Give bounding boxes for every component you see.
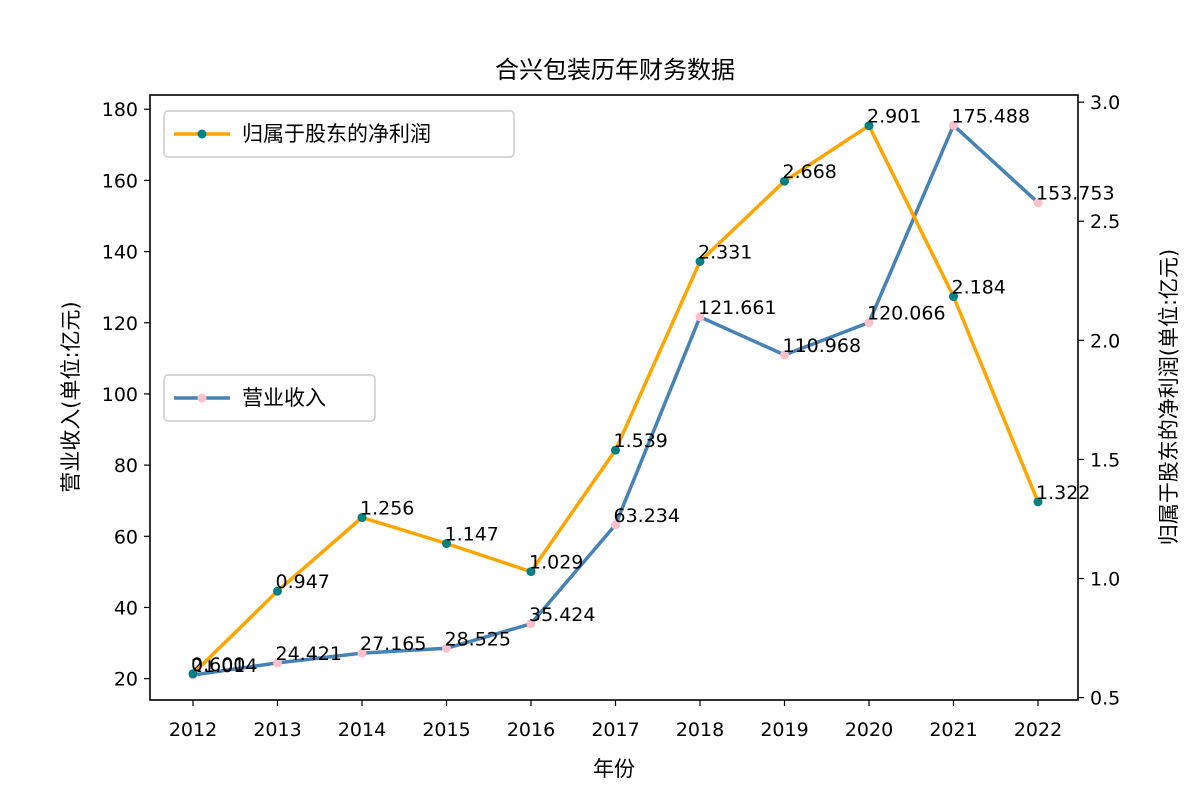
series-2-data-label: 2.331 — [698, 241, 752, 263]
series-2-marker — [695, 256, 705, 266]
y-right-tick-label: 2.0 — [1090, 330, 1120, 352]
series-2-marker — [188, 669, 198, 679]
series-1-data-label: 175.488 — [952, 105, 1031, 127]
series-2-marker — [949, 292, 958, 302]
series-2-marker — [273, 586, 282, 596]
series-2-data-label: 2.184 — [952, 277, 1006, 299]
series-2-data-label: 1.539 — [614, 430, 668, 452]
y-left-tick-label: 100 — [102, 384, 138, 406]
series-2-data-label: 1.256 — [360, 498, 414, 520]
series-1-data-label: 28.525 — [445, 628, 511, 650]
series-1-marker — [780, 350, 789, 360]
series-2-marker — [780, 176, 789, 186]
x-tick-label: 2021 — [929, 719, 977, 741]
series-2-marker — [611, 445, 620, 455]
x-tick-label: 2014 — [338, 719, 386, 741]
y-axis-label-left: 营业收入(单位:亿元) — [59, 301, 83, 492]
series-2-data-label: 2.668 — [783, 161, 837, 183]
x-tick-label: 2018 — [676, 719, 724, 741]
series-1-marker — [611, 520, 620, 530]
legend-2: 归属于股东的净利润 — [163, 110, 515, 158]
series-1-marker — [695, 312, 705, 322]
x-axis-label: 年份 — [593, 757, 635, 781]
series-2-marker — [864, 121, 874, 131]
x-tick-label: 2016 — [507, 719, 555, 741]
series-1-data-label: 153.753 — [1036, 183, 1115, 205]
y-axis-label-right: 归属于股东的净利润(单位:亿元) — [1157, 249, 1181, 545]
y-right-tick-label: 2.5 — [1090, 211, 1120, 233]
y-left-tick-label: 180 — [102, 99, 138, 121]
series-2-marker — [357, 513, 367, 523]
series-1-marker — [864, 318, 874, 328]
series-1-marker — [526, 619, 536, 629]
series-2-data-label: 1.029 — [529, 552, 583, 574]
series-2-marker — [442, 539, 451, 549]
legend-marker-swatch — [197, 393, 207, 403]
series-1-data-label: 121.661 — [698, 297, 777, 319]
x-tick-label: 2020 — [845, 719, 893, 741]
y-left-tick-label: 40 — [114, 597, 138, 619]
y-right-tick-label: 3.0 — [1090, 92, 1120, 114]
series-2-marker — [526, 567, 536, 577]
series-2-data-label: 1.147 — [445, 524, 499, 546]
series-1-marker — [442, 643, 451, 653]
y-right-tick-label: 0.5 — [1090, 688, 1120, 710]
series-2-data-label: 0.947 — [276, 571, 330, 593]
series-2-data-label: 0.600 — [191, 654, 245, 676]
series-1-data-label: 24.421 — [276, 643, 342, 665]
series-1-data-label: 120.066 — [867, 303, 946, 325]
x-tick-label: 2013 — [253, 719, 301, 741]
series-1-data-label: 63.234 — [614, 505, 680, 527]
legend-marker-swatch — [197, 129, 207, 139]
y-left-tick-label: 160 — [102, 170, 138, 192]
x-tick-label: 2019 — [760, 719, 808, 741]
series-1-data-label: 35.424 — [529, 604, 595, 626]
legend-label: 归属于股东的净利润 — [242, 122, 431, 146]
series-1-marker — [273, 658, 282, 668]
series-2-data-label: 1.322 — [1036, 482, 1090, 504]
y-left-tick-label: 80 — [114, 455, 138, 477]
y-right-tick-label: 1.5 — [1090, 449, 1120, 471]
series-1-marker — [1033, 198, 1043, 208]
legend-1: 营业收入 — [163, 374, 376, 422]
legend-box — [163, 374, 376, 422]
y-left-tick-label: 20 — [114, 669, 138, 691]
series-1-marker — [949, 120, 958, 130]
plot-frame — [149, 94, 1079, 701]
y-left-tick-label: 60 — [114, 526, 138, 548]
series-1-marker — [357, 648, 367, 658]
legend-label: 营业收入 — [242, 386, 326, 410]
y-right-tick-label: 1.0 — [1090, 569, 1120, 591]
series-1-data-label: 27.165 — [360, 633, 426, 655]
chart-title: 合兴包装历年财务数据 — [495, 56, 735, 84]
legend-box — [163, 110, 515, 158]
series-1-data-label: 110.968 — [783, 335, 862, 357]
x-tick-label: 2017 — [591, 719, 639, 741]
x-tick-label: 2012 — [169, 719, 217, 741]
x-tick-label: 2015 — [422, 719, 470, 741]
y-left-tick-label: 120 — [102, 313, 138, 335]
series-2-data-label: 2.901 — [867, 106, 921, 128]
series-2-marker — [1033, 497, 1043, 507]
x-tick-label: 2022 — [1014, 719, 1062, 741]
axis-ticks: 2012 2013 2014 2015 2016 2017 2018 2019 2020 2021… — [102, 92, 1120, 741]
y-left-tick-label: 140 — [102, 242, 138, 264]
